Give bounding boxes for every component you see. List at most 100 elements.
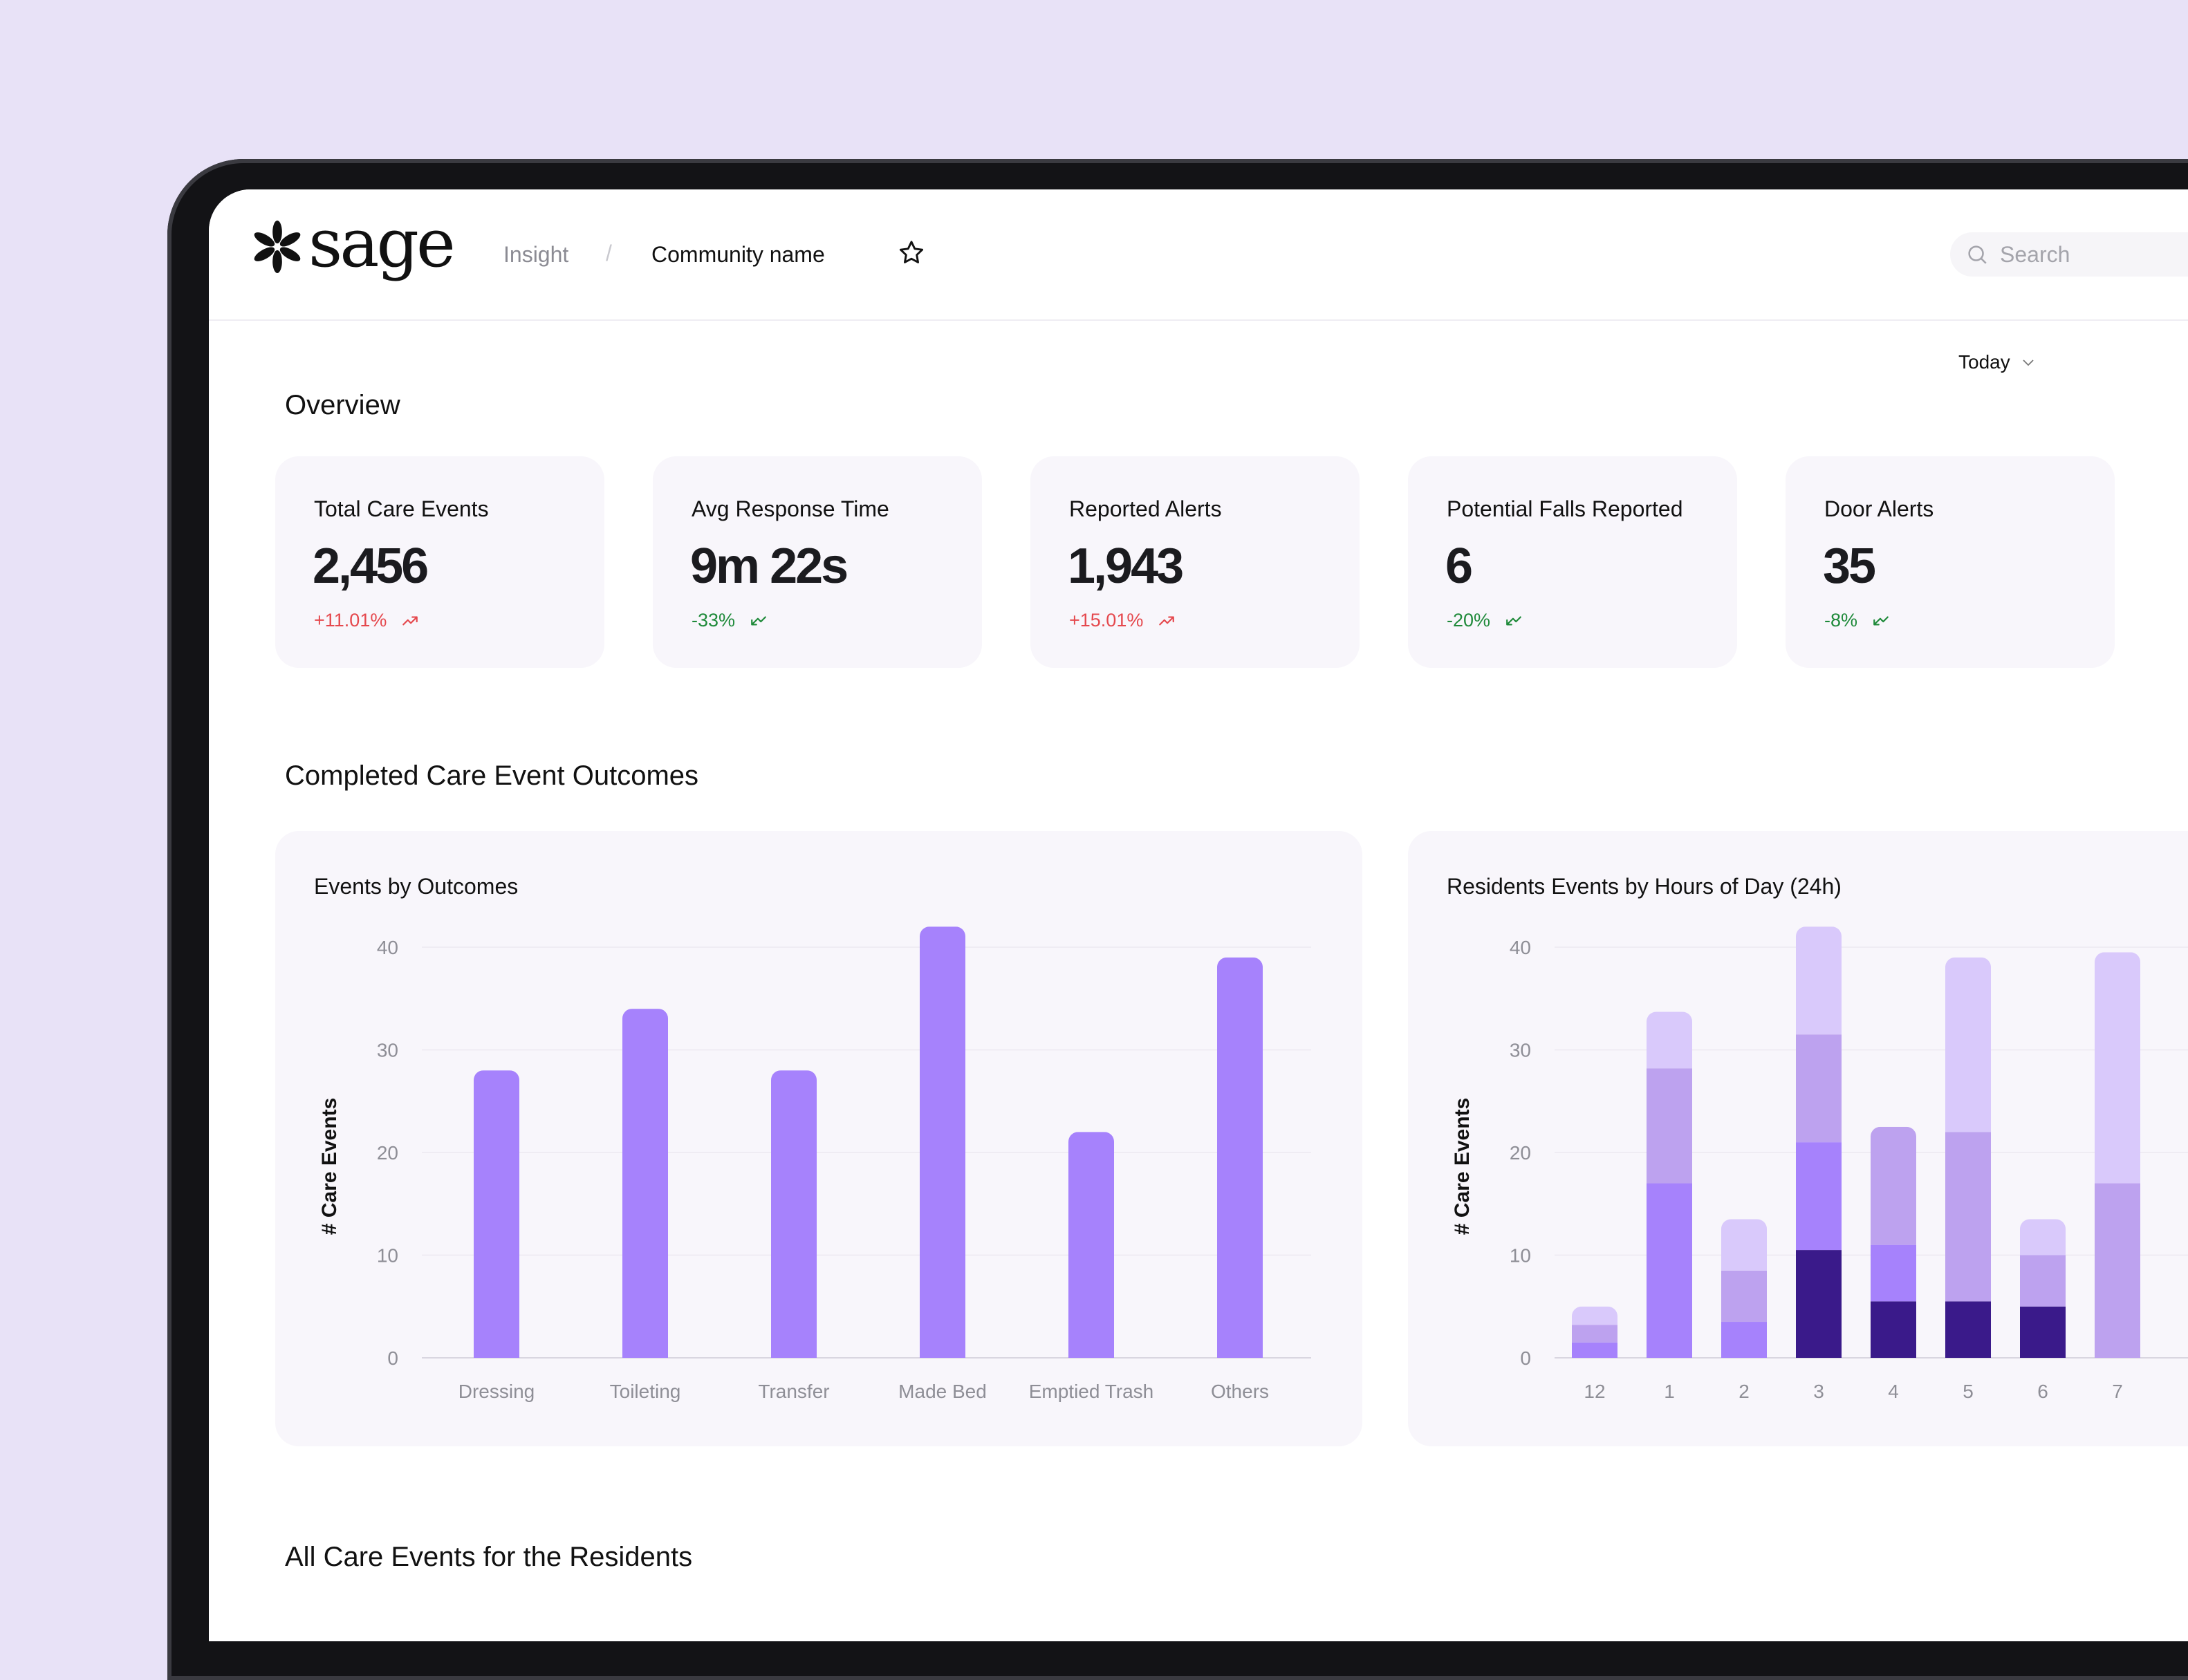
bar-segment	[1572, 1342, 1617, 1358]
x-tick-label: Emptied Trash	[1029, 1381, 1154, 1402]
delta-text: -8%	[1824, 610, 1858, 631]
x-tick-label: Toileting	[610, 1381, 681, 1402]
flower-icon	[250, 220, 304, 274]
bar[interactable]	[1217, 957, 1263, 1358]
events-by-outcomes-panel: Events by Outcomes # Care Events 0 10 20 30 4…	[275, 831, 1362, 1446]
bar-segment	[1796, 1142, 1842, 1251]
x-tick-label: Made Bed	[898, 1381, 987, 1402]
bar-segment	[1871, 1301, 1916, 1358]
stat-delta: +11.01%	[314, 610, 421, 631]
stat-card[interactable]: Avg Response Time 9m 22s -33%	[653, 456, 982, 668]
x-tick-label: 1	[1664, 1381, 1675, 1402]
bar-segment	[2020, 1255, 2066, 1307]
stat-value: 35	[1823, 539, 1876, 594]
stat-delta: +15.01%	[1069, 610, 1178, 631]
stat-value: 1,943	[1068, 539, 1184, 594]
bar-segment	[1871, 1126, 1916, 1245]
chart-title: Events by Outcomes	[314, 874, 519, 899]
bar-segment	[1871, 1244, 1916, 1302]
bar-fill	[622, 1009, 668, 1358]
trend-down-icon	[751, 616, 766, 625]
stat-delta: -33%	[692, 610, 770, 631]
top-bar: sage Insight / Community name	[209, 189, 2188, 321]
bar-segment	[1572, 1325, 1617, 1343]
x-tick-label: Transfer	[758, 1381, 829, 1402]
bar-segment	[2020, 1219, 2066, 1256]
stacked-bar[interactable]	[1945, 957, 1991, 1358]
x-tick-label: 3	[1813, 1381, 1824, 1402]
y-tick-label: 10	[1510, 1245, 1531, 1267]
search-input[interactable]	[1999, 241, 2188, 268]
breadcrumb-insight[interactable]: Insight	[503, 242, 569, 267]
stacked-bar[interactable]	[1572, 1306, 1617, 1358]
residents-events-heading: All Care Events for the Residents	[285, 1542, 693, 1572]
stacked-bar[interactable]	[1871, 1126, 1916, 1358]
x-tick-label: 7	[2112, 1381, 2123, 1402]
bar-fill	[771, 1070, 817, 1358]
y-tick-label: 0	[1520, 1347, 1531, 1369]
bar[interactable]	[1068, 1132, 1114, 1358]
stat-value: 2,456	[313, 539, 429, 594]
bar-segment	[1647, 1011, 1692, 1069]
stacked-bar[interactable]	[1721, 1219, 1767, 1358]
stat-label: Avg Response Time	[692, 496, 889, 521]
y-tick-label: 30	[377, 1040, 398, 1061]
bar-segment	[1572, 1306, 1617, 1325]
search-box[interactable]	[1950, 232, 2188, 277]
bar[interactable]	[622, 1009, 668, 1358]
y-tick-label: 40	[377, 937, 398, 958]
bar-segment	[2095, 1183, 2140, 1358]
stat-value: 6	[1445, 539, 1473, 594]
stacked-bar[interactable]	[2020, 1219, 2066, 1358]
stat-card[interactable]: Door Alerts 35 -8%	[1786, 456, 2115, 668]
stat-label: Door Alerts	[1824, 496, 1934, 521]
stacked-bar[interactable]	[2095, 952, 2140, 1358]
x-tick-label: 4	[1888, 1381, 1899, 1402]
x-tick-label: 6	[2037, 1381, 2048, 1402]
x-tick-label: Others	[1211, 1381, 1269, 1402]
chart-title: Residents Events by Hours of Day (24h)	[1447, 874, 1842, 899]
stat-card[interactable]: Potential Falls Reported 6 -20%	[1408, 456, 1737, 668]
bar[interactable]	[474, 1070, 519, 1358]
x-tick-label: 5	[1963, 1381, 1974, 1402]
stat-card[interactable]: Reported Alerts 1,943 +15.01%	[1030, 456, 1360, 668]
bar[interactable]	[771, 1070, 817, 1358]
x-tick-label: 12	[1584, 1381, 1605, 1402]
stacked-bar[interactable]	[1647, 1011, 1692, 1358]
y-tick-label: 20	[1510, 1142, 1531, 1164]
y-tick-label: 10	[377, 1245, 398, 1267]
y-tick-label: 0	[387, 1347, 398, 1369]
bar-segment	[2095, 952, 2140, 1184]
period-label: Today	[1958, 351, 2010, 373]
brand-name: sage	[308, 205, 456, 282]
stat-delta: -20%	[1447, 610, 1525, 631]
bar-fill	[920, 926, 965, 1358]
breadcrumb-separator: /	[606, 241, 612, 265]
stat-label: Total Care Events	[314, 496, 489, 521]
period-dropdown[interactable]: Today	[1958, 351, 2037, 373]
x-tick-label: Dressing	[458, 1381, 535, 1402]
x-tick-label: 2	[1739, 1381, 1750, 1402]
stat-card[interactable]: Total Care Events 2,456 +11.01%	[275, 456, 604, 668]
overview-heading: Overview	[285, 390, 400, 420]
bar-segment	[1721, 1219, 1767, 1271]
stacked-bar[interactable]	[1796, 926, 1842, 1358]
favorite-star-icon[interactable]	[896, 238, 927, 268]
search-icon	[1968, 245, 1987, 264]
delta-text: +15.01%	[1069, 610, 1144, 631]
y-axis-label: # Care Events	[1451, 1098, 1474, 1235]
y-tick-label: 40	[1510, 937, 1531, 958]
delta-text: -20%	[1447, 610, 1491, 631]
bar[interactable]	[920, 926, 965, 1358]
bar-segment	[1945, 957, 1991, 1132]
brand-logo[interactable]: sage	[250, 210, 456, 277]
delta-text: -33%	[692, 610, 736, 631]
bar-segment	[1796, 1250, 1842, 1358]
events-by-hours-panel: Residents Events by Hours of Day (24h) #…	[1408, 831, 2188, 1446]
bar-fill	[1068, 1132, 1114, 1358]
stat-label: Reported Alerts	[1069, 496, 1222, 521]
bar-segment	[1647, 1068, 1692, 1184]
breadcrumb-community[interactable]: Community name	[651, 242, 825, 267]
stat-delta: -8%	[1824, 610, 1892, 631]
